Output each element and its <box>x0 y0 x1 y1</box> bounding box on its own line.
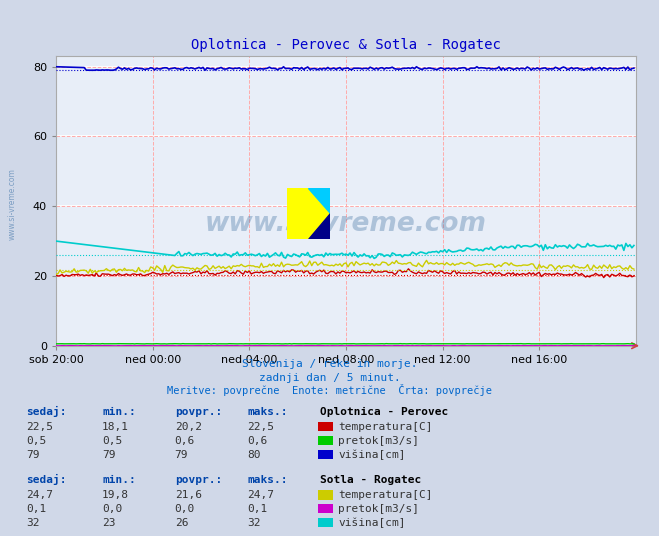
Text: 0,6: 0,6 <box>247 436 268 446</box>
Text: višina[cm]: višina[cm] <box>338 449 405 460</box>
Text: 0,0: 0,0 <box>102 504 123 514</box>
Text: povpr.:: povpr.: <box>175 407 222 418</box>
Text: 19,8: 19,8 <box>102 490 129 500</box>
Text: 79: 79 <box>26 450 40 460</box>
Text: min.:: min.: <box>102 475 136 486</box>
Text: 0,6: 0,6 <box>175 436 195 446</box>
Text: 79: 79 <box>102 450 115 460</box>
Text: 0,1: 0,1 <box>247 504 268 514</box>
Text: 0,5: 0,5 <box>26 436 47 446</box>
Title: Oplotnica - Perovec & Sotla - Rogatec: Oplotnica - Perovec & Sotla - Rogatec <box>191 39 501 53</box>
Text: 79: 79 <box>175 450 188 460</box>
Text: sedaj:: sedaj: <box>26 474 67 486</box>
Text: 23: 23 <box>102 518 115 528</box>
Text: maks.:: maks.: <box>247 407 287 418</box>
Text: 22,5: 22,5 <box>26 422 53 432</box>
Text: www.si-vreme.com: www.si-vreme.com <box>205 211 487 237</box>
Text: 24,7: 24,7 <box>247 490 274 500</box>
Text: Sotla - Rogatec: Sotla - Rogatec <box>320 475 421 486</box>
Text: temperatura[C]: temperatura[C] <box>338 490 432 500</box>
Text: 20,2: 20,2 <box>175 422 202 432</box>
Text: 18,1: 18,1 <box>102 422 129 432</box>
Text: 24,7: 24,7 <box>26 490 53 500</box>
Text: 0,1: 0,1 <box>26 504 47 514</box>
Text: 0,0: 0,0 <box>175 504 195 514</box>
Polygon shape <box>308 213 330 239</box>
Text: 26: 26 <box>175 518 188 528</box>
Text: Slovenija / reke in morje.: Slovenija / reke in morje. <box>242 359 417 369</box>
Polygon shape <box>308 188 330 213</box>
Text: 32: 32 <box>247 518 260 528</box>
Text: 22,5: 22,5 <box>247 422 274 432</box>
Text: povpr.:: povpr.: <box>175 475 222 486</box>
Text: pretok[m3/s]: pretok[m3/s] <box>338 504 419 514</box>
Text: višina[cm]: višina[cm] <box>338 517 405 528</box>
Text: temperatura[C]: temperatura[C] <box>338 422 432 432</box>
Text: Meritve: povprečne  Enote: metrične  Črta: povprečje: Meritve: povprečne Enote: metrične Črta:… <box>167 384 492 396</box>
Text: 80: 80 <box>247 450 260 460</box>
Text: sedaj:: sedaj: <box>26 406 67 418</box>
Text: Oplotnica - Perovec: Oplotnica - Perovec <box>320 407 448 418</box>
Text: maks.:: maks.: <box>247 475 287 486</box>
Text: 0,5: 0,5 <box>102 436 123 446</box>
Text: www.si-vreme.com: www.si-vreme.com <box>8 168 17 240</box>
Text: min.:: min.: <box>102 407 136 418</box>
Text: pretok[m3/s]: pretok[m3/s] <box>338 436 419 446</box>
Text: 32: 32 <box>26 518 40 528</box>
Text: 21,6: 21,6 <box>175 490 202 500</box>
Text: zadnji dan / 5 minut.: zadnji dan / 5 minut. <box>258 373 401 383</box>
